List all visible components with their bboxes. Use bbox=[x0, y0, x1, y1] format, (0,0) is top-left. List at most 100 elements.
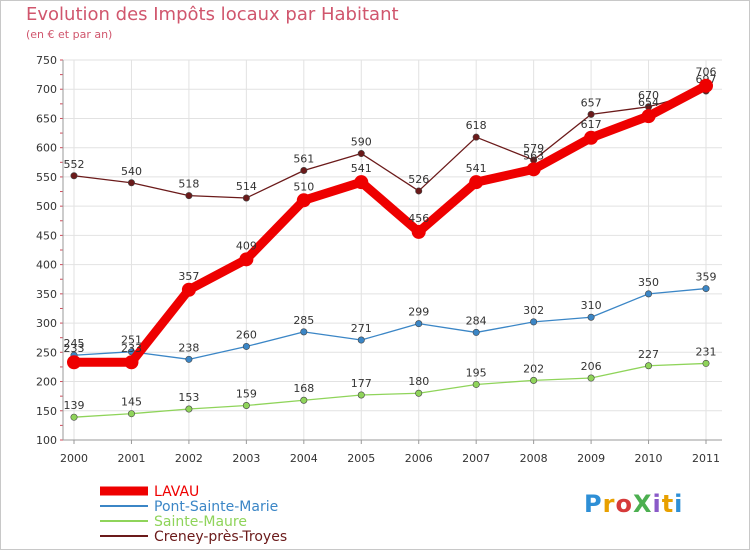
x-tick-label: 2006 bbox=[405, 452, 433, 465]
data-label: 541 bbox=[466, 162, 487, 175]
data-point bbox=[472, 133, 480, 141]
y-tick-label: 300 bbox=[36, 317, 57, 330]
data-point bbox=[242, 402, 250, 410]
logo-letter: i bbox=[674, 490, 684, 518]
series-line bbox=[73, 362, 707, 418]
y-tick-label: 650 bbox=[36, 112, 57, 125]
data-point bbox=[127, 179, 135, 187]
data-label: 284 bbox=[466, 314, 487, 327]
data-point bbox=[645, 290, 653, 298]
logo-letter: o bbox=[615, 490, 633, 518]
data-label: 180 bbox=[408, 375, 429, 388]
data-label: 139 bbox=[64, 399, 85, 412]
data-label: 350 bbox=[638, 276, 659, 289]
chart-title: Evolution des Impôts locaux par Habitant bbox=[26, 4, 399, 25]
data-point bbox=[587, 313, 595, 321]
x-tick-label: 2005 bbox=[347, 452, 375, 465]
data-label: 518 bbox=[178, 178, 199, 191]
data-point bbox=[526, 162, 541, 177]
data-point bbox=[702, 285, 710, 293]
x-tick-label: 2000 bbox=[60, 452, 88, 465]
data-label: 526 bbox=[408, 173, 429, 186]
data-label: 227 bbox=[638, 348, 659, 361]
legend-label: Creney-près-Troyes bbox=[154, 529, 287, 545]
data-label: 299 bbox=[408, 306, 429, 319]
data-point bbox=[472, 380, 480, 388]
series-line bbox=[73, 90, 707, 199]
data-label: 579 bbox=[523, 142, 544, 155]
y-tick-label: 500 bbox=[36, 200, 57, 213]
chart-subtitle: (en € et par an) bbox=[26, 28, 113, 41]
logo-letter: P bbox=[584, 490, 603, 518]
data-point bbox=[530, 318, 538, 326]
data-label: 285 bbox=[293, 314, 314, 327]
x-tick-label: 2004 bbox=[290, 452, 318, 465]
data-point bbox=[242, 342, 250, 350]
data-point bbox=[472, 328, 480, 336]
data-label: 670 bbox=[638, 89, 659, 102]
data-point bbox=[699, 78, 713, 93]
data-label: 195 bbox=[466, 366, 487, 379]
data-point bbox=[587, 374, 595, 382]
data-label: 617 bbox=[581, 118, 602, 131]
data-label: 145 bbox=[121, 396, 142, 409]
data-point bbox=[296, 193, 311, 208]
data-label: 159 bbox=[236, 388, 257, 401]
data-label: 409 bbox=[236, 239, 257, 252]
data-point bbox=[587, 110, 595, 118]
data-label: 245 bbox=[64, 337, 85, 350]
data-label: 618 bbox=[466, 119, 487, 132]
data-point bbox=[185, 192, 193, 200]
logo-letter: X bbox=[632, 490, 653, 518]
data-label: 357 bbox=[178, 270, 199, 283]
data-point bbox=[415, 389, 423, 397]
y-tick-label: 250 bbox=[36, 346, 57, 359]
logo-letter: t bbox=[661, 490, 675, 518]
logo-letter: r bbox=[602, 490, 616, 518]
legend-label: Sainte-Maure bbox=[154, 514, 247, 530]
data-point bbox=[181, 282, 196, 297]
y-tick-label: 400 bbox=[36, 259, 57, 272]
y-tick-label: 150 bbox=[36, 405, 57, 418]
data-point bbox=[357, 336, 365, 344]
x-tick-label: 2003 bbox=[232, 452, 260, 465]
legend-label: LAVAU bbox=[154, 484, 199, 500]
data-label: 456 bbox=[408, 212, 429, 225]
data-point bbox=[584, 130, 599, 145]
data-point bbox=[641, 109, 656, 124]
data-label: 206 bbox=[581, 360, 602, 373]
x-tick-label: 2009 bbox=[577, 452, 605, 465]
y-tick-label: 550 bbox=[36, 171, 57, 184]
data-point bbox=[70, 413, 78, 421]
data-point bbox=[300, 396, 308, 404]
data-label: 590 bbox=[351, 136, 372, 149]
data-label: 706 bbox=[696, 66, 717, 79]
data-label: 561 bbox=[293, 152, 314, 165]
y-tick-label: 700 bbox=[36, 83, 57, 96]
data-label: 202 bbox=[523, 362, 544, 375]
series-line bbox=[69, 81, 711, 367]
data-point bbox=[530, 376, 538, 384]
data-label: 359 bbox=[696, 271, 717, 284]
data-point bbox=[127, 410, 135, 418]
data-point bbox=[411, 224, 426, 239]
x-tick-label: 2001 bbox=[117, 452, 145, 465]
logo-letter: i bbox=[652, 490, 662, 518]
y-tick-label: 750 bbox=[36, 54, 57, 67]
data-label: 233 bbox=[121, 342, 142, 355]
data-point bbox=[70, 172, 78, 180]
data-label: 510 bbox=[293, 180, 314, 193]
data-label: 168 bbox=[293, 382, 314, 395]
data-label: 541 bbox=[351, 162, 372, 175]
data-point bbox=[67, 355, 81, 370]
data-point bbox=[239, 252, 254, 267]
data-point bbox=[357, 391, 365, 399]
y-tick-label: 200 bbox=[36, 376, 57, 389]
data-label: 177 bbox=[351, 377, 372, 390]
legend-label: Pont-Sainte-Marie bbox=[154, 499, 278, 515]
data-label: 260 bbox=[236, 328, 257, 341]
data-label: 563 bbox=[523, 149, 544, 162]
data-label: 233 bbox=[64, 342, 85, 355]
data-point bbox=[469, 175, 484, 190]
